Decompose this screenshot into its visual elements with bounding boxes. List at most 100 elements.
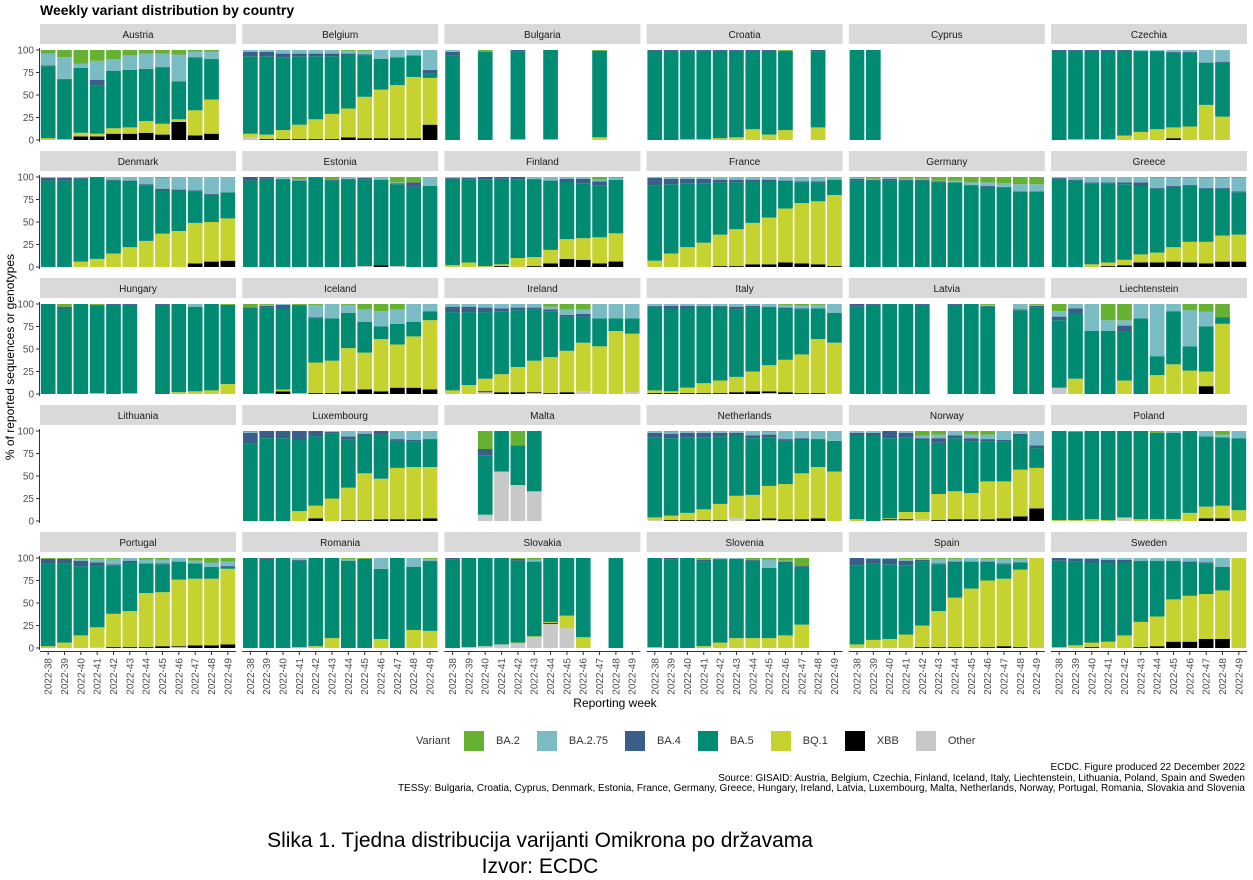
x-tick-label: 2022-48 [1016,658,1027,695]
bar-segment-ba275 [980,304,995,306]
bar-2022-40 [73,304,89,394]
bar-2022-45 [963,177,979,267]
bar-segment-ba4 [445,306,460,313]
bar-segment-ba2 [406,177,422,183]
bar-segment-xbb [138,647,154,648]
bar-segment-ba275 [324,304,340,319]
source-line-produced: ECDC. Figure produced 22 December 2022 [1050,762,1245,773]
bar-segment-ba5 [390,440,405,468]
bar-segment-ba4 [422,69,438,74]
bar-2022-45 [761,50,777,140]
bar-segment-bq1 [882,639,897,648]
bar-segment-ba4 [243,307,258,309]
bar-segment-ba4 [106,564,121,566]
x-tick-label: 2022-38 [650,658,661,695]
bar-2022-48 [406,304,422,394]
bar-segment-ba2 [1182,304,1198,311]
bar-segment-bq1 [543,357,558,394]
bar-segment-ba5 [543,180,558,250]
bar-segment-xbb [171,646,187,648]
bar-segment-ba275 [882,558,897,559]
panel-title: Austria [122,30,154,41]
bar-2022-47 [794,558,810,648]
bar-segment-bq1 [292,124,307,140]
bar-segment-other [559,628,575,648]
bar-segment-ba275 [292,179,307,181]
bar-segment-ba5 [761,307,777,366]
bar-2022-45 [1166,50,1181,140]
y-tick-label: 50 [23,345,35,356]
bar-segment-ba275 [40,53,56,66]
bar-segment-bq1 [1100,262,1116,267]
bar-segment-xbb [292,139,307,140]
x-tick-label: 2022-49 [830,658,841,695]
legend: Variant BA.2 BA.2.75 BA.4 BA.5 BQ.1 XBB Other [416,731,992,751]
bar-segment-ba275 [1084,304,1100,331]
panel-title: Slovenia [725,538,764,549]
bar-segment-ba5 [406,322,422,337]
bar-segment-ba5 [106,70,121,129]
bar-segment-bq1 [914,512,930,520]
bar-segment-bq1 [794,624,810,648]
bar-segment-ba275 [810,431,826,440]
bar-segment-ba275 [608,177,624,180]
bar-segment-bq1 [341,348,356,392]
bar-segment-bq1 [373,478,389,520]
bar-segment-ba275 [1215,434,1230,438]
bar-segment-ba4 [292,53,307,57]
bar-segment-ba5 [461,312,477,385]
bar-segment-ba275 [1117,177,1132,183]
bar-segment-ba5 [931,182,946,267]
bar-segment-ba5 [712,436,728,504]
bar-segment-xbb [357,520,373,521]
bar-segment-ba275 [373,558,389,569]
bar-segment-xbb [89,136,105,140]
bar-2022-41 [89,304,105,394]
bar-segment-ba5 [1149,51,1165,130]
bar-segment-ba4 [57,558,72,564]
bar-segment-ba5 [745,560,761,639]
bar-segment-ba4 [445,558,460,560]
bar-segment-ba275 [243,431,258,433]
bar-segment-ba4 [406,182,422,187]
bar-segment-bq1 [1166,599,1181,642]
bar-segment-ba5 [914,304,930,394]
bar-segment-ba4 [663,50,679,51]
bar-2022-45 [761,558,777,648]
bar-segment-bq1 [1133,254,1149,263]
bar-2022-48 [1215,304,1230,394]
bar-2022-48 [810,177,826,267]
x-tick-label: 2022-41 [295,658,306,695]
bar-2022-38 [849,304,865,394]
bar-segment-bq1 [106,128,121,134]
x-tick-label: 2022-40 [1087,658,1098,695]
bar-segment-ba275 [324,431,340,432]
bar-segment-ba4 [778,307,793,309]
bar-segment-ba275 [745,304,761,306]
bar-2022-42 [106,50,121,140]
bar-segment-ba5 [494,311,509,375]
bar-segment-ba2 [914,431,930,436]
bar-segment-bq1 [794,473,810,520]
bar-segment-ba275 [477,304,493,308]
bar-segment-ba5 [1100,431,1116,521]
bar-segment-ba2 [89,558,105,559]
bar-2022-41 [1100,558,1116,648]
bar-2022-44 [341,177,356,267]
bar-segment-ba5 [187,306,203,392]
bar-segment-ba275 [696,304,712,306]
bar-segment-ba4 [849,558,865,566]
bar-segment-ba4 [761,306,777,308]
bar-2022-46 [778,431,793,521]
bar-segment-ba5 [963,304,979,394]
bar-segment-ba4 [745,305,761,308]
bar-segment-ba275 [106,177,121,180]
bar-2022-42 [308,558,324,648]
bar-2022-42 [914,558,930,648]
bar-segment-ba5 [259,558,275,648]
bar-segment-ba5 [1182,562,1198,596]
bar-2022-47 [187,304,203,394]
bar-2022-38 [1051,177,1067,267]
bar-segment-ba275 [1100,177,1116,183]
bar-segment-ba5 [155,564,170,593]
